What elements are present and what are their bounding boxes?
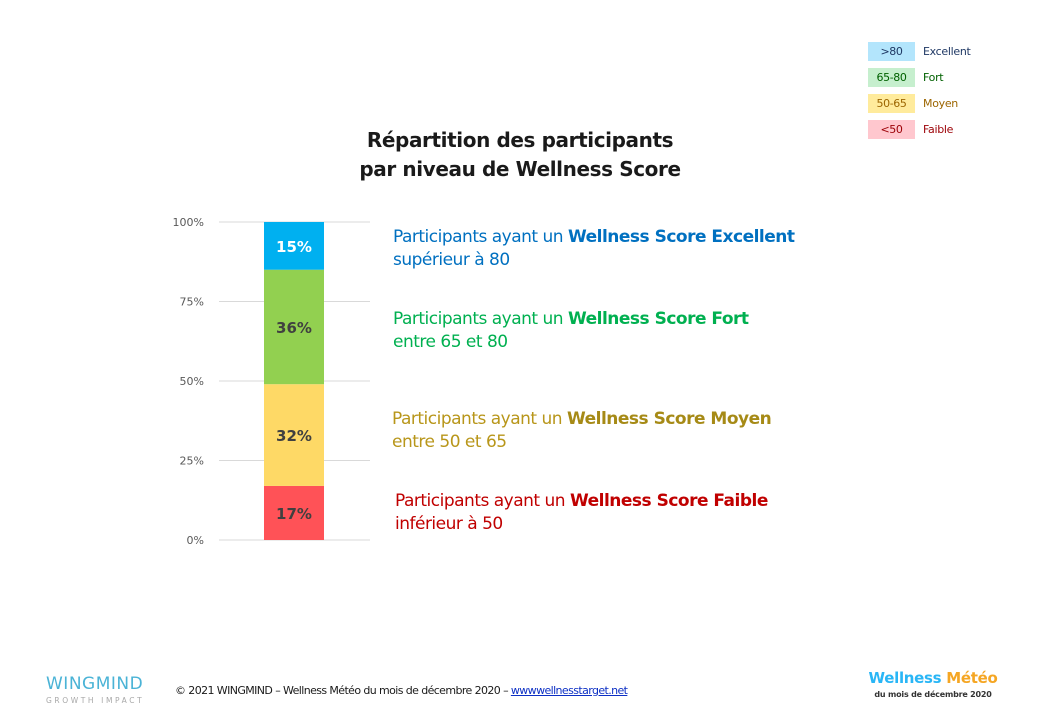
wellness-meteo-logo: Wellness Météo du mois de décembre 2020 <box>866 668 1000 699</box>
description-level: Wellness Score Fort <box>567 309 749 329</box>
description-fort: Participants ayant un Wellness Score For… <box>393 308 749 354</box>
description-faible: Participants ayant un Wellness Score Fai… <box>395 490 768 536</box>
bar-segment-moyen <box>264 384 324 486</box>
legend-label-moyen: Moyen <box>923 97 958 110</box>
bar-segments <box>264 222 324 540</box>
description-prefix: Participants ayant un <box>395 491 570 511</box>
legend-item-excellent: >80 Excellent <box>868 42 988 62</box>
chart-title-line-2: par niveau de Wellness Score <box>359 157 681 181</box>
description-prefix: Participants ayant un <box>393 227 568 247</box>
bar-segment-faible <box>264 485 324 540</box>
description-prefix: Participants ayant un <box>393 309 568 329</box>
copyright-text: © 2021 WINGMIND – Wellness Météo du mois… <box>175 684 511 697</box>
brand-part-wellness: Wellness <box>868 669 942 687</box>
y-tick-label: 0% <box>187 534 204 547</box>
legend-item-faible: <50 Faible <box>868 120 988 140</box>
brand-part-meteo: Météo <box>946 669 998 687</box>
description-excellent-line-2: supérieur à 80 <box>393 250 510 270</box>
y-tick-label: 50% <box>180 375 204 388</box>
y-tick-label: 25% <box>180 455 204 468</box>
description-moyen-line-1: Participants ayant un Wellness Score Moy… <box>392 408 772 431</box>
wingmind-logo-tagline: GROWTH IMPACT <box>46 696 145 705</box>
data-label-faible: 17% <box>276 505 312 523</box>
bar-segment-fort <box>264 269 324 385</box>
description-excellent-line-1: Participants ayant un Wellness Score Exc… <box>393 226 795 249</box>
data-label-excellent: 15% <box>276 238 312 256</box>
wingmind-logo-name: WINGMIND <box>46 674 144 694</box>
wingmind-logo: WINGMIND GROWTH IMPACT <box>46 674 144 707</box>
bar-segment-excellent <box>264 222 324 270</box>
chart-title: Répartition des participants par niveau … <box>290 126 750 184</box>
description-excellent: Participants ayant un Wellness Score Exc… <box>393 226 795 272</box>
legend-swatch-excellent: >80 <box>868 42 915 61</box>
description-level: Wellness Score Faible <box>569 491 768 511</box>
description-moyen-line-2: entre 50 et 65 <box>392 432 507 452</box>
description-level: Wellness Score Excellent <box>567 227 795 247</box>
legend-label-fort: Fort <box>923 71 944 84</box>
data-label-fort: 36% <box>276 319 312 337</box>
legend-item-fort: 65-80 Fort <box>868 68 988 88</box>
description-fort-line-1: Participants ayant un Wellness Score For… <box>393 308 749 331</box>
footer-copyright: © 2021 WINGMIND – Wellness Météo du mois… <box>175 684 628 697</box>
description-level: Wellness Score Moyen <box>566 409 772 429</box>
description-moyen: Participants ayant un Wellness Score Moy… <box>392 408 772 454</box>
description-faible-line-1: Participants ayant un Wellness Score Fai… <box>395 490 768 513</box>
legend-swatch-moyen: 50-65 <box>868 94 915 113</box>
description-faible-line-2: inférieur à 50 <box>395 514 503 534</box>
wellness-meteo-title: Wellness Météo <box>866 668 1000 688</box>
legend-swatch-faible: <50 <box>868 120 915 139</box>
wellness-meteo-subtitle: du mois de décembre 2020 <box>874 690 992 699</box>
chart-title-line-1: Répartition des participants <box>366 128 674 152</box>
description-fort-line-2: entre 65 et 80 <box>393 332 508 352</box>
legend-swatch-fort: 65-80 <box>868 68 915 87</box>
data-labels: 17% 32% 36% 15% <box>276 238 312 523</box>
description-prefix: Participants ayant un <box>392 409 567 429</box>
website-link[interactable]: wwwwellnesstarget.net <box>510 684 628 697</box>
legend-label-faible: Faible <box>923 123 954 136</box>
y-tick-label: 75% <box>180 296 204 309</box>
y-tick-label: 100% <box>173 216 204 229</box>
y-axis-ticks: 0% 25% 50% 75% 100% <box>173 216 204 547</box>
data-label-moyen: 32% <box>276 427 312 445</box>
legend-item-moyen: 50-65 Moyen <box>868 94 988 114</box>
legend-label-excellent: Excellent <box>923 45 971 58</box>
